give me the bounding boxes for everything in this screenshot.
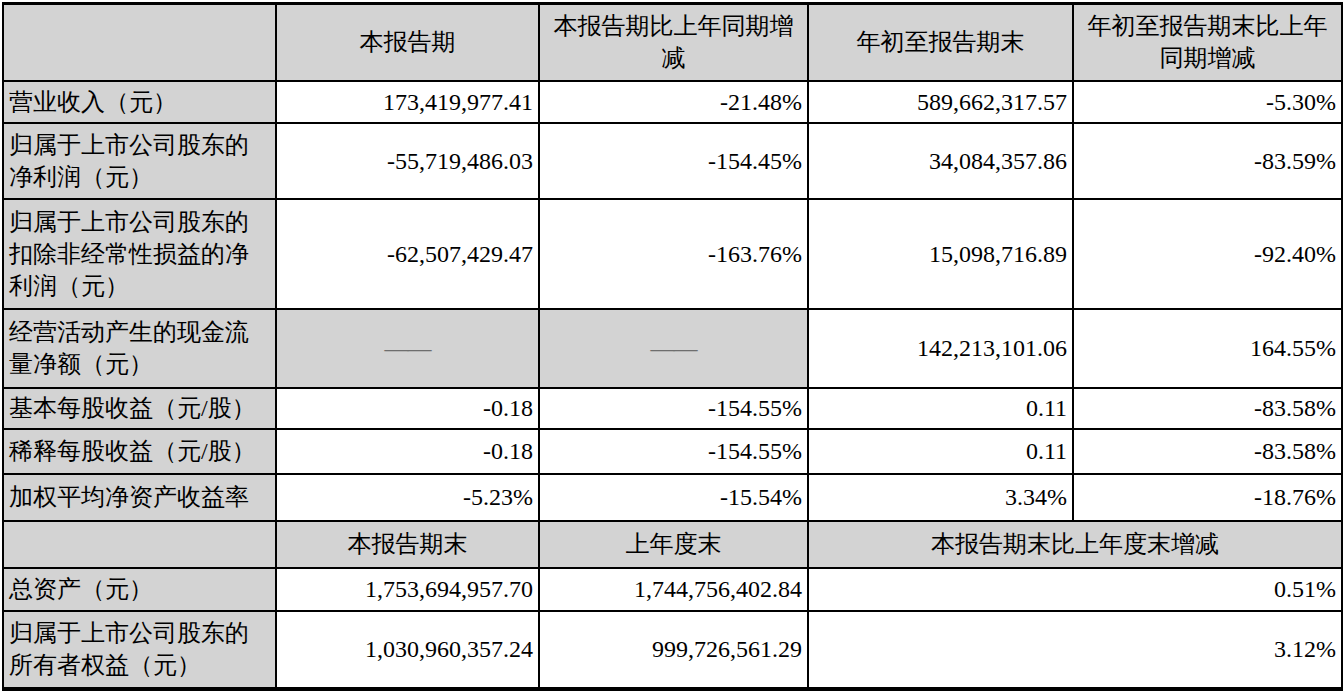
value-cell-dash: —— bbox=[539, 309, 808, 388]
report-page: 本报告期 本报告期比上年同期增减 年初至报告期末 年初至报告期末比上年同期增减 … bbox=[0, 0, 1343, 698]
value-cell: 999,726,561.29 bbox=[539, 611, 808, 689]
value-cell: 1,030,960,357.24 bbox=[276, 611, 539, 689]
value-cell: -154.45% bbox=[539, 123, 808, 199]
value-cell: -154.55% bbox=[539, 388, 808, 429]
row-label-cell: 归属于上市公司股东的扣除非经常性损益的净利润（元） bbox=[3, 199, 276, 309]
row-label-cell: 营业收入（元） bbox=[3, 81, 276, 123]
header-row-period: 本报告期 本报告期比上年同期增减 年初至报告期末 年初至报告期末比上年同期增减 bbox=[3, 4, 1342, 81]
value-cell: -5.23% bbox=[276, 474, 539, 521]
value-cell: 1,744,756,402.84 bbox=[539, 568, 808, 611]
value-cell: 0.51% bbox=[808, 568, 1342, 611]
row-label-cell: 基本每股收益（元/股） bbox=[3, 388, 276, 429]
value-cell: 34,084,357.86 bbox=[808, 123, 1073, 199]
row-label-cell: 归属于上市公司股东的所有者权益（元） bbox=[3, 611, 276, 689]
value-cell: -92.40% bbox=[1073, 199, 1342, 309]
header-cell-blank bbox=[3, 4, 276, 81]
value-cell: -0.18 bbox=[276, 388, 539, 429]
table-row-net-profit: 归属于上市公司股东的净利润（元） -55,719,486.03 -154.45%… bbox=[3, 123, 1342, 199]
header-cell-current-period: 本报告期 bbox=[276, 4, 539, 81]
table-row-diluted-eps: 稀释每股收益（元/股） -0.18 -154.55% 0.11 -83.58% bbox=[3, 429, 1342, 474]
value-cell: -83.58% bbox=[1073, 388, 1342, 429]
header-row-period-end: 本报告期末 上年度末 本报告期末比上年度末增减 bbox=[3, 521, 1342, 568]
value-cell: 3.12% bbox=[808, 611, 1342, 689]
value-cell: 0.11 bbox=[808, 388, 1073, 429]
row-label-cell: 归属于上市公司股东的净利润（元） bbox=[3, 123, 276, 199]
value-cell: 15,098,716.89 bbox=[808, 199, 1073, 309]
header-cell-period-end-change: 本报告期末比上年度末增减 bbox=[808, 521, 1342, 568]
financial-summary-table: 本报告期 本报告期比上年同期增减 年初至报告期末 年初至报告期末比上年同期增减 … bbox=[2, 2, 1343, 691]
value-cell: -83.58% bbox=[1073, 429, 1342, 474]
row-label-cell: 经营活动产生的现金流量净额（元） bbox=[3, 309, 276, 388]
table-row-operating-cash-flow: 经营活动产生的现金流量净额（元） —— —— 142,213,101.06 16… bbox=[3, 309, 1342, 388]
table-row-weighted-avg-roe: 加权平均净资产收益率 -5.23% -15.54% 3.34% -18.76% bbox=[3, 474, 1342, 521]
value-cell: -83.59% bbox=[1073, 123, 1342, 199]
row-label-cell: 加权平均净资产收益率 bbox=[3, 474, 276, 521]
value-cell: 589,662,317.57 bbox=[808, 81, 1073, 123]
value-cell: -18.76% bbox=[1073, 474, 1342, 521]
value-cell: 3.34% bbox=[808, 474, 1073, 521]
header-cell-blank bbox=[3, 521, 276, 568]
value-cell-dash: —— bbox=[276, 309, 539, 388]
header-cell-prior-year-end: 上年度末 bbox=[539, 521, 808, 568]
value-cell: 164.55% bbox=[1073, 309, 1342, 388]
header-cell-report-period-end: 本报告期末 bbox=[276, 521, 539, 568]
table-row-net-profit-excl-nonrecurring: 归属于上市公司股东的扣除非经常性损益的净利润（元） -62,507,429.47… bbox=[3, 199, 1342, 309]
value-cell: -15.54% bbox=[539, 474, 808, 521]
header-cell-ytd-yoy-change: 年初至报告期末比上年同期增减 bbox=[1073, 4, 1342, 81]
table-row-revenue: 营业收入（元） 173,419,977.41 -21.48% 589,662,3… bbox=[3, 81, 1342, 123]
table-row-shareholders-equity: 归属于上市公司股东的所有者权益（元） 1,030,960,357.24 999,… bbox=[3, 611, 1342, 689]
value-cell: -55,719,486.03 bbox=[276, 123, 539, 199]
value-cell: 1,753,694,957.70 bbox=[276, 568, 539, 611]
value-cell: -0.18 bbox=[276, 429, 539, 474]
value-cell: 142,213,101.06 bbox=[808, 309, 1073, 388]
value-cell: -21.48% bbox=[539, 81, 808, 123]
header-cell-ytd: 年初至报告期末 bbox=[808, 4, 1073, 81]
table-row-total-assets: 总资产（元） 1,753,694,957.70 1,744,756,402.84… bbox=[3, 568, 1342, 611]
value-cell: -5.30% bbox=[1073, 81, 1342, 123]
value-cell: -154.55% bbox=[539, 429, 808, 474]
value-cell: 173,419,977.41 bbox=[276, 81, 539, 123]
table-row-basic-eps: 基本每股收益（元/股） -0.18 -154.55% 0.11 -83.58% bbox=[3, 388, 1342, 429]
value-cell: 0.11 bbox=[808, 429, 1073, 474]
value-cell: -62,507,429.47 bbox=[276, 199, 539, 309]
row-label-cell: 稀释每股收益（元/股） bbox=[3, 429, 276, 474]
value-cell: -163.76% bbox=[539, 199, 808, 309]
row-label-cell: 总资产（元） bbox=[3, 568, 276, 611]
header-cell-period-yoy-change: 本报告期比上年同期增减 bbox=[539, 4, 808, 81]
